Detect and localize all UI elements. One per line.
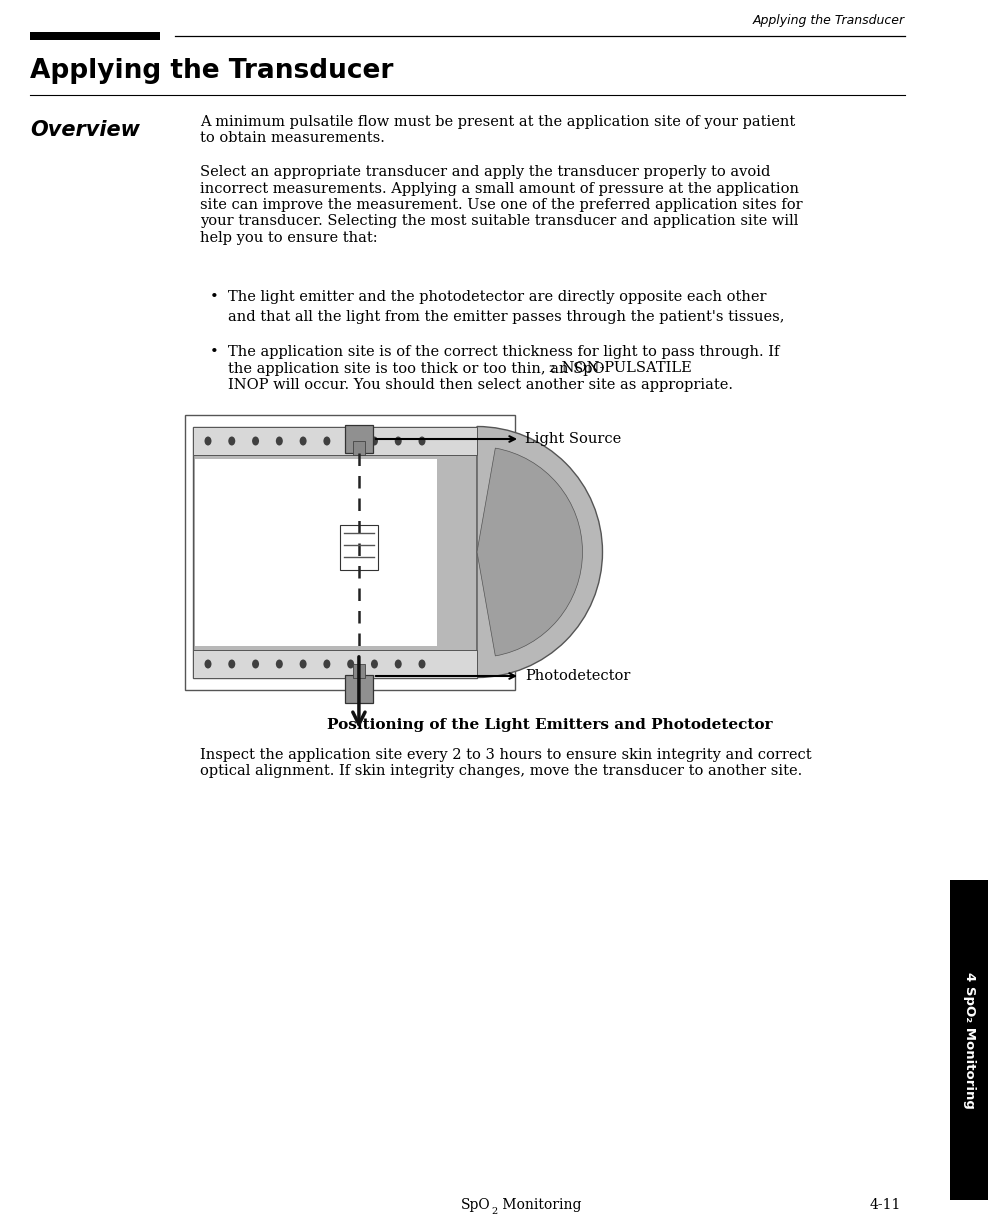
Text: your transducer. Selecting the most suitable transducer and application site wil: your transducer. Selecting the most suit… [200, 215, 798, 228]
Ellipse shape [347, 659, 354, 668]
Ellipse shape [347, 436, 354, 446]
Bar [185, 415, 515, 690]
Text: Positioning of the Light Emitters and Photodetector: Positioning of the Light Emitters and Ph… [327, 718, 773, 732]
Bar [340, 526, 378, 570]
Text: help you to ensure that:: help you to ensure that: [200, 231, 377, 246]
Text: 4-11: 4-11 [870, 1199, 901, 1212]
Text: to obtain measurements.: to obtain measurements. [200, 131, 385, 145]
Ellipse shape [252, 659, 259, 668]
Text: the application site is too thick or too thin, an SpO: the application site is too thick or too… [228, 361, 605, 376]
Bar [950, 880, 988, 1200]
Bar [193, 650, 477, 678]
Ellipse shape [276, 436, 283, 446]
Text: optical alignment. If skin integrity changes, move the transducer to another sit: optical alignment. If skin integrity cha… [200, 765, 802, 779]
Bar [193, 427, 477, 678]
Bar [195, 459, 437, 646]
Bar [353, 664, 365, 678]
Bar [345, 425, 372, 453]
Ellipse shape [395, 659, 402, 668]
Text: Photodetector: Photodetector [525, 669, 630, 683]
Ellipse shape [299, 436, 306, 446]
Bar [345, 675, 372, 702]
Text: incorrect measurements. Applying a small amount of pressure at the application: incorrect measurements. Applying a small… [200, 182, 799, 195]
Ellipse shape [323, 436, 330, 446]
Text: Inspect the application site every 2 to 3 hours to ensure skin integrity and cor: Inspect the application site every 2 to … [200, 748, 811, 763]
Ellipse shape [419, 659, 426, 668]
Wedge shape [477, 448, 583, 656]
Ellipse shape [228, 659, 235, 668]
Bar [353, 441, 365, 456]
Text: A minimum pulsatile flow must be present at the application site of your patient: A minimum pulsatile flow must be present… [200, 115, 795, 129]
Ellipse shape [299, 659, 306, 668]
Text: •: • [210, 345, 218, 359]
Text: The application site is of the correct thickness for light to pass through. If: The application site is of the correct t… [228, 345, 780, 359]
Ellipse shape [323, 659, 330, 668]
Ellipse shape [205, 659, 211, 668]
Ellipse shape [370, 436, 378, 446]
Text: SpO: SpO [460, 1199, 490, 1212]
Bar [30, 32, 160, 41]
Text: NON-PULSATILE: NON-PULSATILE [556, 361, 692, 376]
Text: Light Source: Light Source [525, 432, 621, 446]
Text: INOP will occur. You should then select another site as appropriate.: INOP will occur. You should then select … [228, 378, 733, 392]
Text: 2: 2 [491, 1207, 497, 1216]
Ellipse shape [370, 659, 378, 668]
Text: Applying the Transducer: Applying the Transducer [30, 58, 393, 84]
Ellipse shape [252, 436, 259, 446]
Wedge shape [477, 426, 603, 678]
Ellipse shape [419, 436, 426, 446]
Text: Select an appropriate transducer and apply the transducer properly to avoid: Select an appropriate transducer and app… [200, 165, 771, 179]
Ellipse shape [205, 436, 211, 446]
Text: 4 SpO₂ Monitoring: 4 SpO₂ Monitoring [962, 971, 975, 1109]
Ellipse shape [228, 436, 235, 446]
Text: Applying the Transducer: Applying the Transducer [753, 14, 905, 27]
Text: Monitoring: Monitoring [498, 1199, 582, 1212]
Text: 2: 2 [548, 366, 555, 375]
Ellipse shape [395, 436, 402, 446]
Bar [193, 427, 477, 456]
Ellipse shape [276, 659, 283, 668]
Text: Overview: Overview [30, 120, 140, 140]
Text: •: • [210, 290, 218, 305]
Text: site can improve the measurement. Use one of the preferred application sites for: site can improve the measurement. Use on… [200, 198, 802, 212]
Text: The light emitter and the photodetector are directly opposite each other
and tha: The light emitter and the photodetector … [228, 290, 784, 324]
